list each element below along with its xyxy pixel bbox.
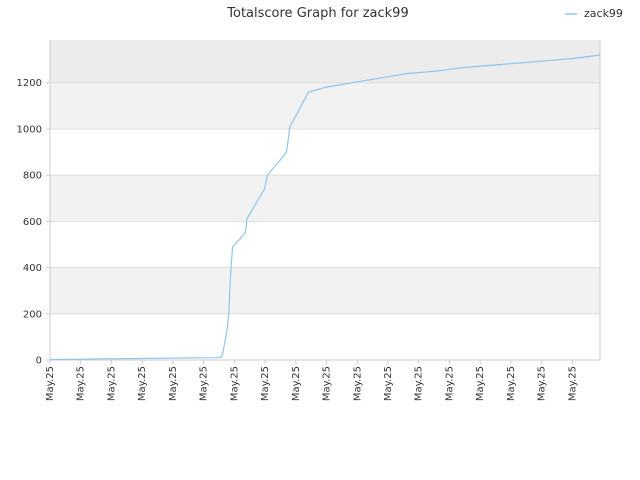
plot-band [50,175,600,222]
x-tick-label: May.25 [106,366,117,401]
plot-background [50,40,600,360]
x-tick-label: May.25 [537,366,548,401]
x-tick-label: May.25 [291,366,302,401]
x-tick-label: May.25 [352,366,363,401]
x-axis: May.25 May.25 May.25 May.25 May.25 May.25 May.… [45,359,600,401]
x-tick-label: May.25 [414,366,425,401]
x-tick-label: May.25 [444,366,455,401]
y-axis: 0 200 400 600 800 1000 1200 [17,40,601,367]
series-lines [49,54,601,361]
x-tick-label: May.25 [322,366,333,401]
x-tick-label: May.25 [260,366,271,401]
plot-band [50,128,600,176]
y-tick-label: 600 [23,217,42,228]
legend: zack99 [565,7,623,20]
x-tick-label: May.25 [506,366,517,401]
x-tick-label: May.25 [76,366,87,401]
y-tick-label: 1200 [17,78,42,89]
x-tick-label: May.25 [475,366,486,401]
x-tick-label: May.25 [199,366,210,401]
y-tick-label: 400 [23,263,42,274]
x-tick-label: May.25 [383,366,394,401]
plot-band [50,40,600,83]
plot-band [50,221,600,268]
y-tick-label: 200 [23,309,42,320]
x-tick-label: May.25 [168,366,179,401]
legend-label: zack99 [584,7,623,20]
plot-band [50,82,600,129]
x-tick-label: May.25 [229,366,240,401]
x-tick-label: May.25 [567,366,578,401]
y-tick-label: 800 [23,171,42,182]
y-tick-label: 0 [36,356,42,367]
y-tick-label: 1000 [17,124,42,135]
x-tick-label: May.25 [137,366,148,401]
plot-band [50,267,600,314]
chart-title: Totalscore Graph for zack99 [226,6,408,21]
plot-band [50,313,600,360]
series-line-zack99 [49,54,601,361]
x-tick-label: May.25 [45,366,56,401]
